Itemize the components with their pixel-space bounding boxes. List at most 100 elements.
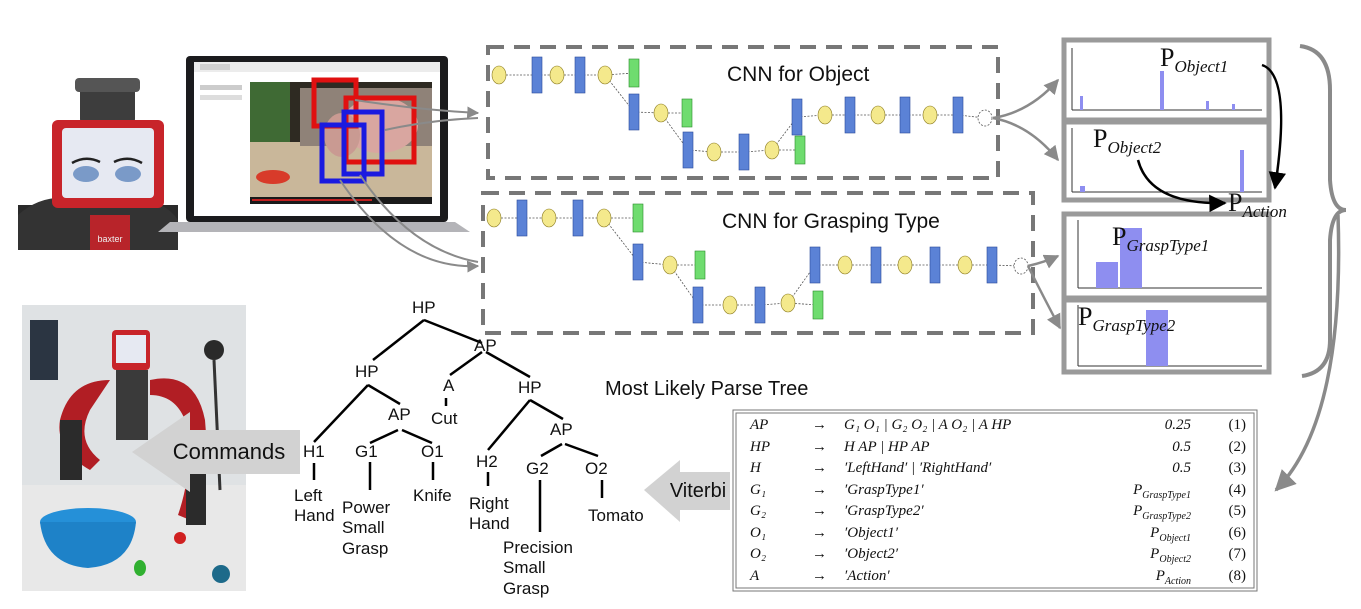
grammar-num: (7) xyxy=(1191,544,1247,566)
grammar-prob: PAction xyxy=(1059,566,1191,588)
grammar-prob: PObject2 xyxy=(1059,544,1191,566)
pool-layer-node xyxy=(817,105,833,125)
grammar-rhs: ′Object2′ xyxy=(844,544,1059,566)
p-object1-label: PObject1 xyxy=(1160,43,1229,76)
tree-node-right-hand: Right Hand xyxy=(469,494,510,534)
pool-layer-node xyxy=(596,208,612,228)
tree-node-left-hand: Left Hand xyxy=(294,486,335,526)
pool-layer-node xyxy=(597,65,613,85)
grammar-num-text: (3) xyxy=(1228,460,1247,477)
network-edge xyxy=(637,261,671,266)
conv-layer-node xyxy=(791,98,803,136)
grammar-num-text: (2) xyxy=(1228,438,1247,455)
grammar-prob: 0.5 xyxy=(1059,458,1191,480)
grammar-prob-text: P xyxy=(1133,503,1143,520)
grammar-arrow-text: → xyxy=(812,438,827,455)
conv-layer-node xyxy=(844,96,856,134)
grammar-rhs-text: ′Object2′ xyxy=(844,546,899,563)
viterbi-arrow-label: Viterbi xyxy=(669,479,727,502)
grammar-lhs: O₁ xyxy=(750,523,812,545)
pool-layer-node xyxy=(706,142,722,162)
tree-node-hp-right: HP xyxy=(518,378,542,397)
grammar-table-container: AP → G₁ O₁ | G₂ O₂ | A O₂ | A HP 0.25 (1) HP →… xyxy=(750,415,1250,587)
grammar-arrow-text: → xyxy=(812,481,827,498)
grammar-prob-text: 0.25 xyxy=(1164,417,1191,434)
grammar-arrow: → xyxy=(812,437,844,459)
grammar-prob-text: P xyxy=(1155,567,1165,584)
grammar-rule-row: HP → H AP | HP AP 0.5 (2) xyxy=(750,437,1246,459)
tree-node-hp-left: HP xyxy=(355,362,379,381)
parse-tree-edges xyxy=(312,318,604,532)
pool-layer-node xyxy=(491,65,507,85)
grammar-lhs: O₂ xyxy=(750,544,812,566)
pool-layer-node xyxy=(780,293,796,313)
cnn-grasp-title: CNN for Grasping Type xyxy=(722,210,940,233)
conv-layer-node xyxy=(870,246,882,284)
tree-node-tomato: Tomato xyxy=(588,506,644,525)
grammar-arrow: → xyxy=(812,458,844,480)
grammar-arrow: → xyxy=(812,480,844,502)
grammar-prob-text: P xyxy=(1150,546,1160,563)
grammar-lhs: A xyxy=(750,566,812,588)
grammar-rhs-text: G₁ O₁ | G₂ O₂ | A O₂ | A HP xyxy=(844,417,1012,434)
conv-layer-node xyxy=(929,246,941,284)
fc-layer-node xyxy=(628,58,640,88)
grammar-rhs: ′GraspType2′ xyxy=(844,501,1059,523)
p-action-label: PAction xyxy=(1228,188,1287,221)
grammar-prob-text: P xyxy=(1133,481,1143,498)
parse-tree-title: Most Likely Parse Tree xyxy=(605,378,809,400)
grammar-lhs-text: G₂ xyxy=(750,503,767,520)
grammar-prob: PObject1 xyxy=(1059,523,1191,545)
grammar-prob-subscript: Object2 xyxy=(1159,554,1191,566)
tree-node-hp-root: HP xyxy=(412,298,436,317)
grammar-num-text: (1) xyxy=(1228,417,1247,434)
grammar-rule-row: AP → G₁ O₁ | G₂ O₂ | A O₂ | A HP 0.25 (1) xyxy=(750,415,1246,437)
baxter-robot-illustration: baxter xyxy=(18,78,178,250)
conv-layer-node xyxy=(632,243,644,281)
conv-layer-node xyxy=(628,93,640,131)
grammar-lhs: G₂ xyxy=(750,501,812,523)
grammar-arrow: → xyxy=(812,501,844,523)
fc-layer-node xyxy=(681,98,693,128)
conv-layer-node xyxy=(754,286,766,324)
fc-layer-node xyxy=(794,135,806,165)
grammar-prob: PGraspType1 xyxy=(1059,480,1191,502)
grammar-rhs-text: ′GraspType1′ xyxy=(844,481,924,498)
tree-node-o2: O2 xyxy=(585,459,608,478)
conv-layer-node xyxy=(952,96,964,134)
grammar-arrow-text: → xyxy=(812,567,827,584)
tree-node-ap-right: AP xyxy=(550,420,573,439)
grammar-box xyxy=(732,409,1258,592)
grammar-arrow: → xyxy=(812,566,844,588)
pool-layer-node xyxy=(549,65,565,85)
video-to-cnn-arrows xyxy=(339,99,480,273)
grammar-arrow-text: → xyxy=(812,417,827,434)
commands-arrow-label: Commands xyxy=(172,439,286,464)
conv-layer-node xyxy=(574,56,586,94)
tree-node-knife: Knife xyxy=(413,486,452,505)
grammar-num: (4) xyxy=(1191,480,1247,502)
cnn-to-histogram-arrows xyxy=(992,78,1062,330)
p-grasp1-label: PGraspType1 xyxy=(1112,222,1210,255)
grammar-rhs-text: ′GraspType2′ xyxy=(844,503,924,520)
pool-layer-node xyxy=(897,255,913,275)
grammar-rule-row: G₁ → ′GraspType1′ PGraspType1 (4) xyxy=(750,480,1246,502)
conv-layer-node xyxy=(692,286,704,324)
grammar-rhs-text: ′Object1′ xyxy=(844,524,899,541)
grammar-rhs: ′GraspType1′ xyxy=(844,480,1059,502)
grammar-num-text: (6) xyxy=(1228,524,1247,541)
grammar-arrow: → xyxy=(812,544,844,566)
p-grasp2-label: PGraspType2 xyxy=(1078,302,1176,335)
grammar-lhs: G₁ xyxy=(750,480,812,502)
grammar-rule-row: O₁ → ′Object1′ PObject1 (6) xyxy=(750,523,1246,545)
grammar-lhs: H xyxy=(750,458,812,480)
output-node xyxy=(977,109,993,127)
conv-layer-node xyxy=(572,199,584,237)
grammar-table: AP → G₁ O₁ | G₂ O₂ | A O₂ | A HP 0.25 (1) HP →… xyxy=(750,415,1246,587)
grammar-arrow-text: → xyxy=(812,503,827,520)
grammar-num-text: (4) xyxy=(1228,481,1247,498)
grammar-lhs: HP xyxy=(750,437,812,459)
grammar-lhs-text: HP xyxy=(750,438,770,455)
conv-layer-node xyxy=(682,131,694,169)
